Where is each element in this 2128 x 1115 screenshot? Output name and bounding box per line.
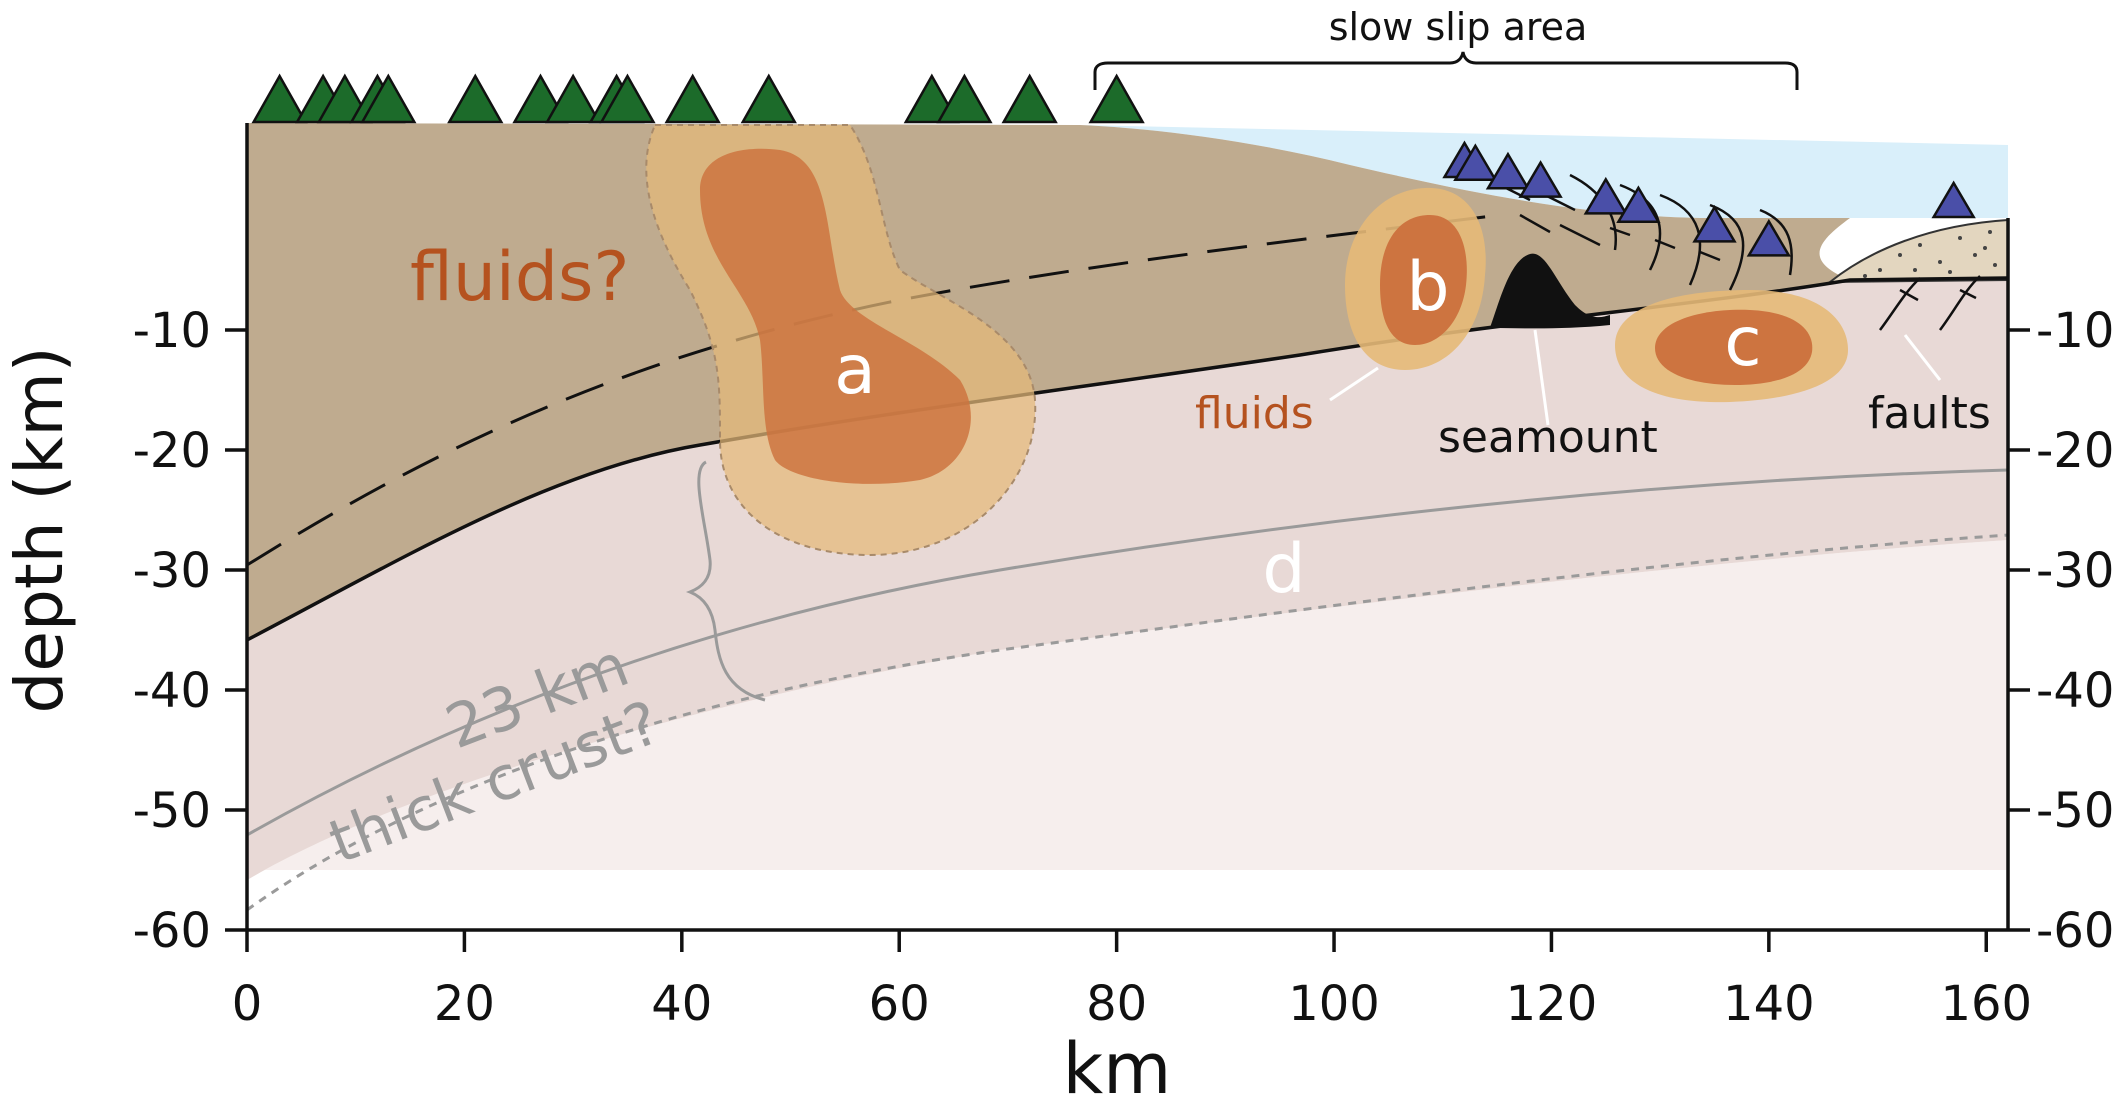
dashed-interface-line: [246, 213, 1501, 567]
y-axis-right-ticks: -10 -20 -30 -40 -50 -60: [2008, 303, 2114, 959]
land-station-icon: [251, 73, 308, 124]
oceanic-crust: [247, 278, 2008, 880]
y-tick-label-left: -60: [133, 903, 211, 959]
land-station-icon: [1001, 73, 1058, 124]
label-d: d: [1262, 530, 1305, 609]
ocean-station-icon: [1518, 160, 1563, 198]
land-station-icon: [1088, 73, 1145, 124]
seamount-pointer: [1533, 329, 1550, 426]
x-tick-label: 100: [1288, 976, 1380, 1032]
y-tick-label-right: -20: [2036, 423, 2114, 479]
land-station-icon: [936, 73, 993, 124]
ocean-stations: [1442, 140, 1976, 257]
y-tick-label-left: -30: [133, 543, 211, 599]
ocean-station-icon: [1616, 185, 1661, 224]
land-station-icon: [740, 73, 797, 124]
faults-label: faults: [1868, 388, 1991, 439]
fluid-core-c: [1655, 309, 1813, 385]
x-tick-label: 20: [434, 976, 495, 1032]
seafloor-faults: [1878, 275, 1981, 331]
ocean-station-icon: [1485, 151, 1531, 190]
wedge-faults: [1499, 173, 1793, 291]
x-tick-label: 0: [232, 976, 263, 1032]
x-tick-label: 80: [1086, 976, 1147, 1032]
y-axis-title: depth (km): [1, 346, 78, 713]
y-tick-label-right: -60: [2036, 903, 2114, 959]
y-axis-left-ticks: -10 -20 -30 -40 -50 -60: [133, 303, 247, 959]
land-station-icon: [544, 73, 602, 124]
faults-pointer: [1903, 334, 1942, 381]
y-tick-label-right: -40: [2036, 663, 2114, 719]
ocean-station-icon: [1453, 143, 1498, 182]
y-tick-label-left: -50: [133, 783, 211, 839]
moho-dashed-line: [246, 533, 2009, 912]
ocean-station-icon: [1931, 180, 1976, 219]
wedge-stipple: [1863, 230, 1997, 278]
land-stations: [251, 73, 1145, 124]
fluids-question-label: fluids?: [410, 238, 630, 317]
accretionary-wedge: [1827, 218, 2009, 284]
land-station-icon: [447, 73, 504, 124]
fluid-core-b: [1380, 215, 1467, 345]
mantle-area: [247, 540, 2008, 880]
x-axis-title: km: [1063, 1028, 1172, 1110]
y-tick-label-right: -50: [2036, 783, 2114, 839]
land-station-icon: [360, 73, 417, 124]
y-tick-label-left: -10: [133, 303, 211, 359]
ocean-station-icon: [1583, 176, 1628, 215]
crust-base-line: [246, 468, 2009, 837]
seamount-label: seamount: [1438, 412, 1658, 463]
fluids-label: fluids: [1195, 388, 1314, 439]
x-axis-ticks: 0 20 40 60 80 100 120 140 160: [232, 930, 2032, 1032]
y-tick-label-left: -20: [133, 423, 211, 479]
y-tick-label-right: -10: [2036, 303, 2114, 359]
crust-brace: [685, 460, 766, 702]
label-c: c: [1724, 303, 1761, 382]
fluids-pointer: [1329, 366, 1379, 402]
x-tick-label: 160: [1940, 976, 2032, 1032]
slow-slip-label: slow slip area: [1329, 5, 1588, 49]
ocean-station-icon: [1692, 204, 1737, 243]
ocean-station-icon: [1746, 218, 1792, 257]
slow-slip-brace: [1093, 51, 1799, 90]
label-a: a: [834, 331, 876, 410]
x-tick-label: 120: [1506, 976, 1598, 1032]
land-station-icon: [664, 73, 721, 124]
seamount: [1490, 253, 1610, 329]
fluid-core-a: [700, 148, 971, 484]
y-tick-label-right: -30: [2036, 543, 2114, 599]
land-station-icon: [599, 73, 656, 124]
label-b: b: [1406, 248, 1449, 327]
y-tick-label-left: -40: [133, 663, 211, 719]
x-tick-label: 140: [1723, 976, 1815, 1032]
x-tick-label: 40: [651, 976, 712, 1032]
x-tick-label: 60: [869, 976, 930, 1032]
